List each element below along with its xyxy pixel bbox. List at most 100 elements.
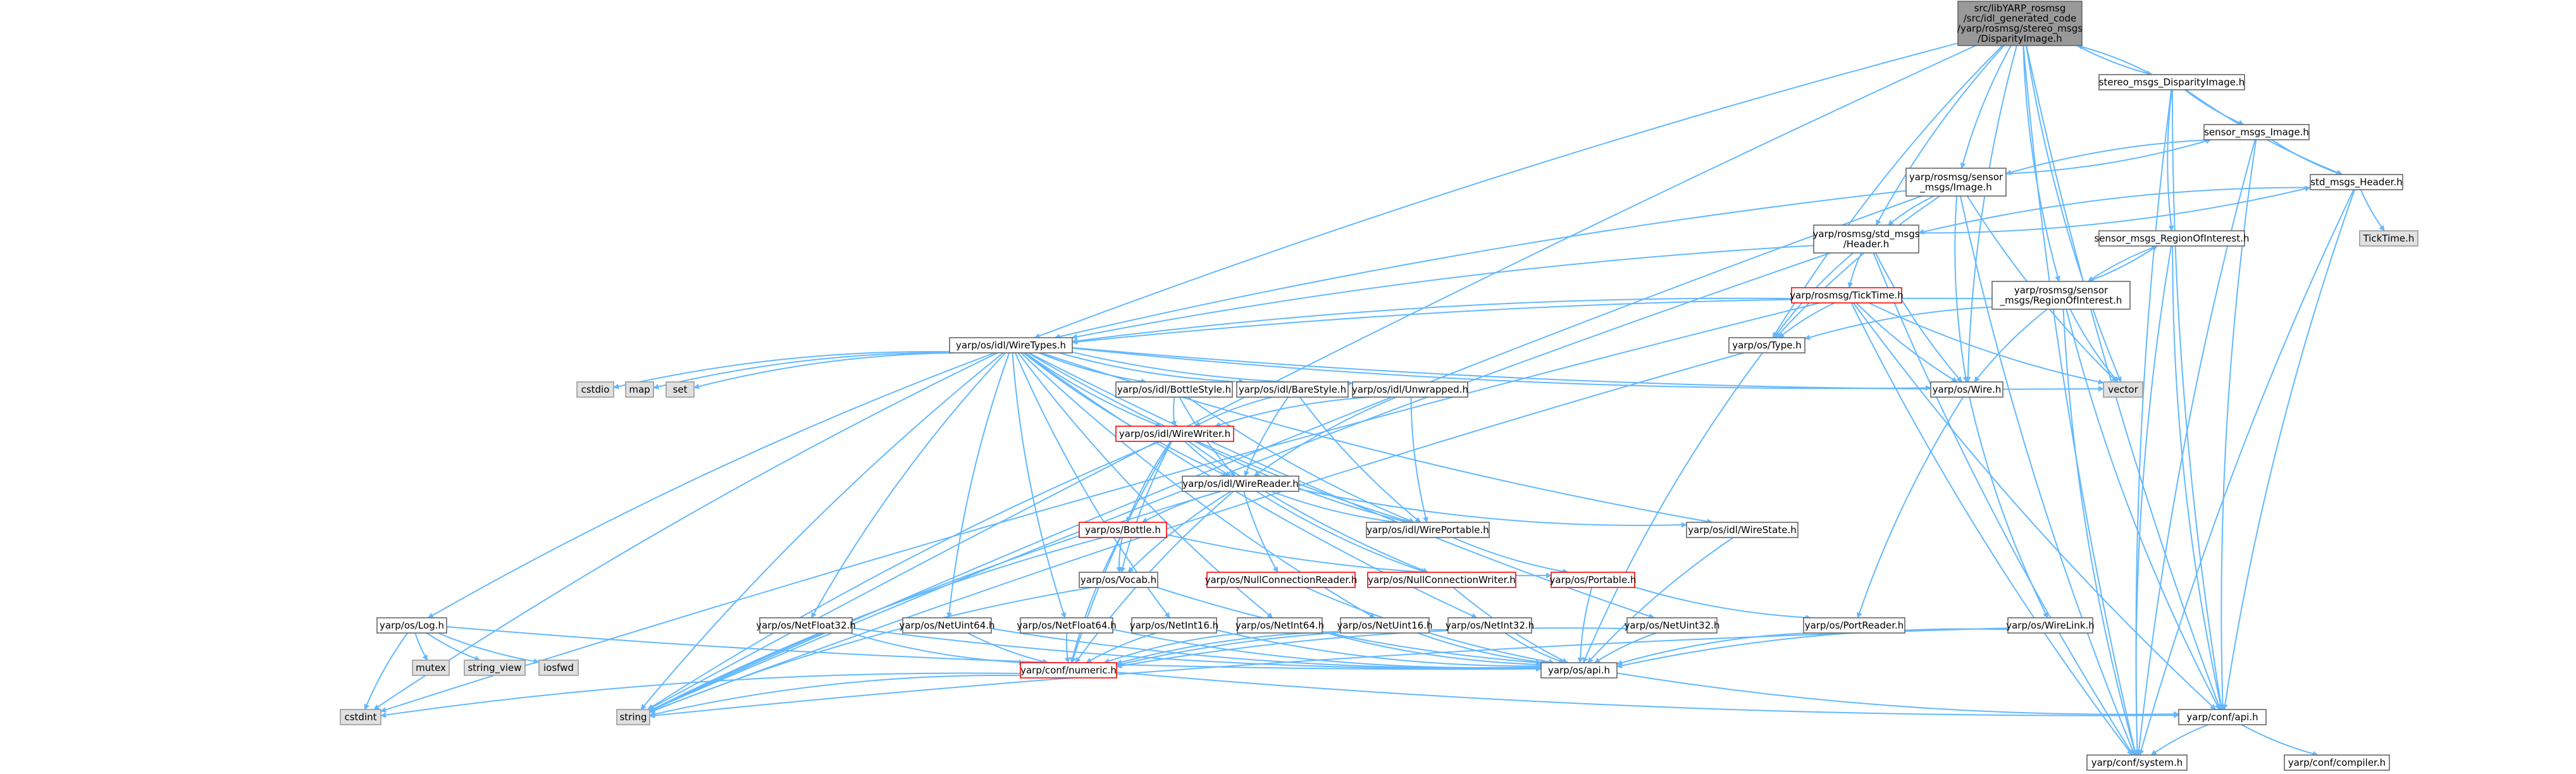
edge-barestyle-to-wireportable [1299,396,1421,523]
dependency-edge [1126,441,1172,523]
node-wire-h[interactable]: yarp/os/Wire.h [1930,381,2003,398]
dependency-edge [1847,252,1862,288]
dependency-edge [2062,309,2138,756]
dependency-edge [2134,245,2172,756]
edge-wirereader-to-bottle [1141,491,1222,523]
node-nullconnreader[interactable]: yarp/os/NullConnectionReader.h [1205,572,1358,588]
node-box [2098,74,2245,90]
node-label: _msgs/Image.h [1919,181,1992,194]
node-unwrapped[interactable]: yarp/os/idl/Unwrapped.h [1352,381,1468,398]
node-label: yarp/rosmsg/sensor [2014,285,2108,296]
node-label: yarp/os/Bottle.h [1085,524,1161,536]
node-wirestate[interactable]: yarp/os/idl/WireState.h [1686,522,1799,538]
node-label: yarp/conf/system.h [2091,757,2183,768]
dependency-edge [1616,672,2179,717]
node-barestyle[interactable]: yarp/os/idl/BareStyle.h [1236,381,1349,398]
node-sensor-roi[interactable]: sensor_msgs_RegionOfInterest.h [2095,230,2250,247]
edge-std_header-to-system [2138,189,2355,756]
node-netfloat32[interactable]: yarp/os/NetFloat32.h [756,617,856,634]
dependency-edge [380,302,1820,713]
edge-bottle-to-portable [1166,534,1552,579]
node-log[interactable]: yarp/os/Log.h [376,617,447,634]
node-numeric[interactable]: yarp/conf/numeric.h [1020,662,1117,679]
dependency-edge [967,632,1049,665]
node-netint32[interactable]: yarp/os/NetInt32.h [1446,617,1534,634]
dependency-edge [647,441,1161,710]
node-vocab[interactable]: yarp/os/Vocab.h [1079,572,1158,588]
edge-sensor_roi-to-conf_api [2172,245,2224,710]
node-std-header[interactable]: std_msgs_Header.h [2310,174,2403,190]
node-conf-api[interactable]: yarp/conf/api.h [2178,709,2267,725]
node-system[interactable]: yarp/conf/system.h [2086,754,2188,771]
node-box [1131,617,1217,634]
edge-ros_ticktime-to-wiretypes [1072,297,1792,344]
dependency-edge [1116,537,1123,573]
edge-barestyle-to-wirewriter [1194,396,1273,427]
dependency-edge [364,632,409,710]
node-label: iosfwd [543,662,574,673]
edge-type_h-to-string [649,352,1744,713]
node-netfloat64[interactable]: yarp/os/NetFloat64.h [1017,617,1117,634]
node-compiler[interactable]: yarp/conf/compiler.h [2284,754,2390,771]
node-box [1020,662,1117,679]
edge-sensor_image_h-to-ros_sensor_image [2005,139,2211,175]
node-box [2284,754,2390,771]
edge-ros_roi-to-wire_h [1974,309,2048,383]
node-box [464,660,526,676]
node-label: yarp/os/PortReader.h [1805,620,1904,631]
edge-netint32-to-api [1504,632,1565,664]
dependency-edge [1256,491,1427,574]
dependency-edge [2171,89,2224,710]
node-wiretypes[interactable]: yarp/os/idl/WireTypes.h [949,337,1073,353]
node-type-h[interactable]: yarp/os/Type.h [1728,337,1805,353]
node-box [1182,476,1299,492]
node-netuint64[interactable]: yarp/os/NetUint64.h [899,617,995,634]
node-label: yarp/os/idl/Unwrapped.h [1352,384,1468,395]
node-bottle[interactable]: yarp/os/Bottle.h [1079,522,1167,538]
dependency-edge [1299,396,1421,523]
node-label: std_msgs_Header.h [2310,176,2403,188]
node-wirewriter[interactable]: yarp/os/idl/WireWriter.h [1115,426,1234,442]
edge-wiretypes-to-map [653,352,950,390]
node-portreader[interactable]: yarp/os/PortReader.h [1803,617,1905,634]
node-label: yarp/os/idl/BareStyle.h [1239,384,1346,395]
edge-portreader-to-api [1616,632,1808,666]
node-ros-sensor-image[interactable]: yarp/rosmsg/sensor_msgs/Image.h [1905,168,2007,197]
node-netuint16[interactable]: yarp/os/NetUint16.h [1337,617,1433,634]
node-box [1540,662,1618,679]
node-nullconnwriter[interactable]: yarp/os/NullConnectionWriter.h [1367,572,1516,588]
node-sensor-image-h[interactable]: sensor_msgs_Image.h [2203,124,2310,140]
node-ros-std-header[interactable]: yarp/rosmsg/std_msgs/Header.h [1812,224,1920,254]
node-netint64[interactable]: yarp/os/NetInt64.h [1235,617,1324,634]
node-box [412,660,450,676]
node-portable[interactable]: yarp/os/Portable.h [1550,572,1637,588]
node-wireportable[interactable]: yarp/os/idl/WirePortable.h [1366,522,1490,538]
edge-focus-to-ros_std_header [1875,45,2005,226]
node-netuint32[interactable]: yarp/os/NetUint32.h [1624,617,1720,634]
dependency-edge [1918,187,2311,235]
dependency-edge [1072,347,1931,391]
dependency-edge [693,352,955,390]
edge-wiretypes-to-barestyle [1059,352,1245,385]
node-box [1206,572,1356,588]
node-netint16[interactable]: yarp/os/NetInt16.h [1130,617,1218,634]
node-stereo[interactable]: stereo_msgs_DisparityImage.h [2098,74,2245,90]
node-wirelink[interactable]: yarp/os/WireLink.h [2006,617,2095,634]
node-box [2103,381,2143,398]
dependency-edge [2065,309,2220,710]
node-focus: src/libYARP_rosmsg/src/idl_generated_cod… [1957,1,2083,46]
edge-ros_std_header-to-system [1873,252,2134,756]
edge-wirereader-to-nullconnreader [1243,491,1279,573]
edge-wirestate-to-api [1587,537,1734,663]
edge-wire_h-to-wirelink [1969,396,2048,618]
dependency-edge [1775,195,1941,338]
edge-ros_roi-to-conf_api [2065,309,2220,710]
node-wirereader[interactable]: yarp/os/idl/WireReader.h [1182,476,1299,492]
node-api[interactable]: yarp/os/api.h [1540,662,1618,679]
node-ros-ticktime[interactable]: yarp/rosmsg/TickTime.h [1790,287,1904,304]
edge-ros_sensor_image-to-sensor_image_h [2005,138,2212,175]
edge-log-to-iosfwd [438,632,540,665]
node-bottlestyle[interactable]: yarp/os/idl/BottleStyle.h [1115,381,1233,398]
node-ros-roi[interactable]: yarp/rosmsg/sensor_msgs/RegionOfInterest… [1991,281,2131,310]
dependency-edge [2136,139,2256,756]
